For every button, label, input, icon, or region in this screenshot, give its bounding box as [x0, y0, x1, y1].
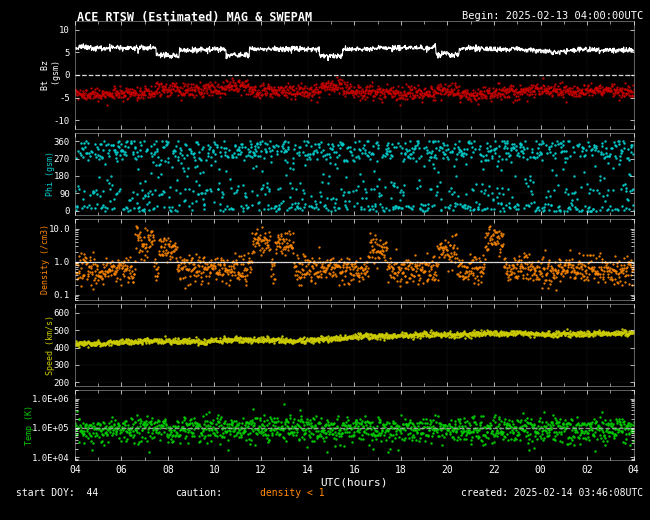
Text: density < 1: density < 1 — [260, 488, 324, 498]
Text: start DOY:  44: start DOY: 44 — [16, 488, 99, 498]
Text: caution:: caution: — [176, 488, 222, 498]
Y-axis label: Speed (km/s): Speed (km/s) — [47, 315, 55, 375]
Y-axis label: Phi (gsm): Phi (gsm) — [47, 151, 55, 197]
Text: created: 2025-02-14 03:46:08UTC: created: 2025-02-14 03:46:08UTC — [462, 488, 644, 498]
X-axis label: UTC(hours): UTC(hours) — [320, 478, 388, 488]
Text: Begin: 2025-02-13 04:00:00UTC: Begin: 2025-02-13 04:00:00UTC — [462, 11, 644, 21]
Text: ACE RTSW (Estimated) MAG & SWEPAM: ACE RTSW (Estimated) MAG & SWEPAM — [77, 11, 313, 24]
Y-axis label: Bt  Bz
 (gsm): Bt Bz (gsm) — [42, 60, 60, 90]
Y-axis label: Temp (K): Temp (K) — [25, 405, 34, 445]
Y-axis label: Density (/cm3): Density (/cm3) — [41, 225, 50, 294]
